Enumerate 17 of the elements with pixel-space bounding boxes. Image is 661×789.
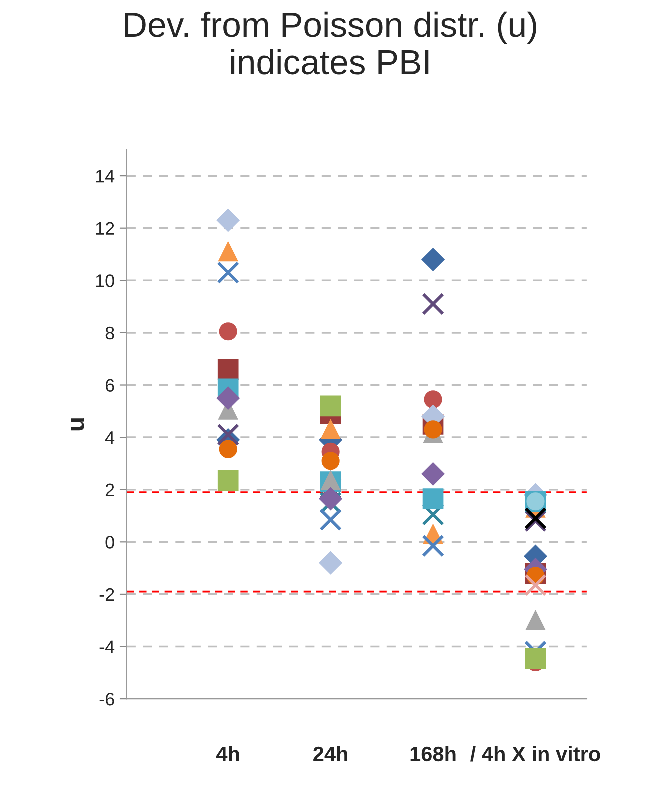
y-tick-label: -2 [100, 588, 114, 601]
y-tick-label: 6 [106, 379, 114, 392]
x-tick-label: 24h [314, 746, 348, 762]
y-tick-label: 4 [105, 432, 115, 444]
y-tick-label: -6 [100, 692, 114, 706]
x-tick-label: 4h [216, 746, 240, 762]
y-tick-label: 10 [96, 274, 114, 288]
y-tick-label: 14 [96, 170, 115, 183]
y-tick-label: 2 [106, 484, 114, 496]
y-tick-label: 8 [106, 326, 114, 340]
x-tick-label: 168h [410, 746, 456, 762]
y-axis-title: u [71, 418, 85, 431]
y-tick-label: 12 [96, 222, 114, 235]
y-tick-label: 0 [106, 536, 114, 549]
y-tick-label: -4 [100, 640, 115, 654]
chart-title: Dev. from Poisson distr. (u) indicates PBI [125, 12, 536, 75]
x-tick-label: / 4h X in vitro [470, 746, 600, 762]
